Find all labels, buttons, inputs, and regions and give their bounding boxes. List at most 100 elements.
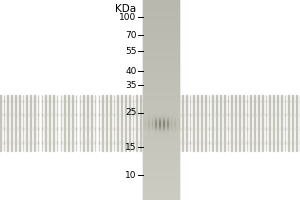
Bar: [277, 98, 278, 99]
Bar: [224, 137, 225, 138]
Bar: [178, 105, 179, 106]
Bar: [205, 147, 206, 148]
Bar: [143, 108, 179, 109]
Bar: [11, 126, 12, 127]
Bar: [34, 126, 35, 127]
Bar: [87, 116, 88, 117]
Bar: [288, 106, 289, 107]
Bar: [68, 106, 69, 107]
Bar: [45, 103, 46, 104]
Bar: [143, 79, 179, 80]
Bar: [53, 107, 54, 108]
Bar: [64, 113, 65, 114]
Bar: [143, 70, 179, 71]
Bar: [212, 127, 213, 129]
Bar: [34, 144, 35, 145]
Bar: [155, 135, 156, 136]
Bar: [53, 105, 54, 106]
Bar: [143, 30, 179, 31]
Bar: [208, 140, 209, 141]
Bar: [197, 104, 198, 105]
Bar: [231, 112, 232, 113]
Bar: [136, 120, 137, 121]
Bar: [15, 96, 16, 97]
Bar: [212, 99, 213, 100]
Bar: [205, 138, 206, 139]
Bar: [102, 106, 103, 107]
Bar: [178, 147, 179, 148]
Bar: [296, 128, 297, 130]
Bar: [26, 102, 27, 103]
Bar: [125, 122, 126, 123]
Bar: [68, 124, 69, 125]
Bar: [277, 112, 278, 113]
Bar: [247, 134, 248, 135]
Bar: [26, 128, 27, 130]
Bar: [216, 95, 217, 96]
Bar: [144, 143, 145, 144]
Bar: [167, 113, 168, 114]
Bar: [98, 106, 99, 107]
Bar: [140, 143, 141, 144]
Bar: [273, 123, 274, 124]
Bar: [102, 110, 103, 111]
Bar: [121, 120, 122, 121]
Bar: [11, 139, 12, 140]
Bar: [121, 111, 122, 112]
Bar: [34, 147, 35, 148]
Bar: [235, 95, 236, 96]
Bar: [239, 139, 240, 140]
Bar: [0, 98, 1, 99]
Bar: [143, 163, 179, 164]
Bar: [45, 98, 46, 99]
Bar: [83, 123, 84, 124]
Bar: [197, 125, 198, 126]
Bar: [144, 99, 145, 100]
Bar: [11, 120, 12, 121]
Bar: [30, 127, 31, 128]
Bar: [49, 97, 50, 98]
Bar: [91, 115, 92, 116]
Bar: [133, 122, 134, 123]
Bar: [231, 136, 232, 137]
Bar: [83, 112, 84, 113]
Bar: [288, 142, 289, 144]
Bar: [133, 127, 134, 128]
Bar: [22, 145, 23, 146]
Bar: [144, 127, 145, 129]
Bar: [87, 120, 88, 121]
Bar: [30, 133, 31, 134]
Bar: [167, 142, 168, 144]
Bar: [121, 109, 122, 110]
Bar: [49, 108, 50, 109]
Bar: [155, 119, 156, 120]
Bar: [208, 122, 209, 123]
Bar: [186, 116, 187, 117]
Bar: [143, 15, 179, 16]
Bar: [110, 130, 111, 131]
Bar: [110, 123, 111, 124]
Bar: [83, 133, 84, 134]
Bar: [220, 145, 221, 146]
Bar: [292, 124, 293, 125]
Text: 35: 35: [125, 81, 136, 90]
Bar: [26, 143, 27, 144]
Bar: [258, 118, 259, 119]
Bar: [186, 120, 187, 121]
Bar: [143, 192, 179, 193]
Bar: [34, 113, 35, 114]
Bar: [235, 105, 236, 106]
Bar: [247, 135, 248, 136]
Bar: [106, 131, 107, 132]
Bar: [0, 118, 1, 119]
Bar: [26, 123, 27, 124]
Bar: [0, 135, 1, 136]
Bar: [277, 124, 278, 125]
Bar: [254, 146, 255, 147]
Bar: [49, 109, 50, 110]
Bar: [11, 138, 12, 139]
Bar: [197, 117, 198, 118]
Bar: [106, 132, 107, 133]
Bar: [26, 133, 27, 134]
Bar: [83, 120, 84, 121]
